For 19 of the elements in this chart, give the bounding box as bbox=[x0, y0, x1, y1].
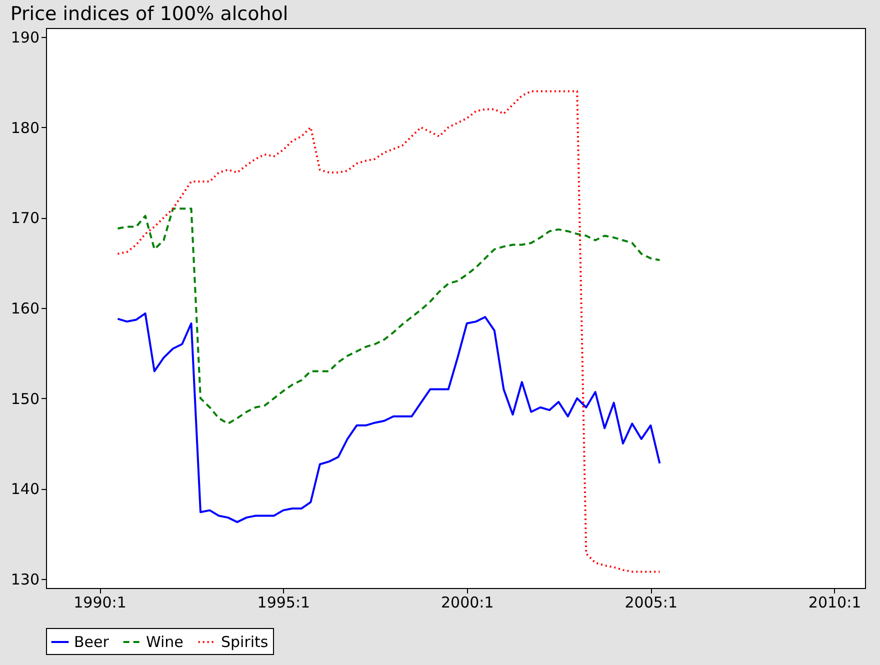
y-tick-label: 180 bbox=[10, 118, 40, 137]
legend-label: Beer bbox=[74, 633, 110, 651]
line-series bbox=[116, 312, 661, 524]
y-tick-label: 150 bbox=[10, 390, 40, 408]
x-tick-label: 2005:1 bbox=[624, 594, 678, 612]
x-tick-label: 2000:1 bbox=[440, 594, 494, 612]
y-tick-label: 170 bbox=[10, 209, 40, 228]
y-tick-label: 140 bbox=[10, 480, 40, 498]
y-tick-label: 130 bbox=[10, 570, 40, 588]
line-series bbox=[116, 90, 661, 573]
x-tick-label: 2010:1 bbox=[808, 594, 862, 612]
line-series bbox=[116, 208, 661, 425]
x-tick-label: 1990:1 bbox=[74, 594, 126, 612]
legend-label: Spirits bbox=[221, 633, 268, 651]
legend-label: Wine bbox=[146, 633, 184, 651]
y-tick-label: 190 bbox=[10, 28, 40, 47]
chart-title: Price indices of 100% alcohol bbox=[10, 3, 288, 25]
x-tick-label: 1995:1 bbox=[257, 594, 310, 612]
y-tick-label: 160 bbox=[10, 300, 40, 318]
